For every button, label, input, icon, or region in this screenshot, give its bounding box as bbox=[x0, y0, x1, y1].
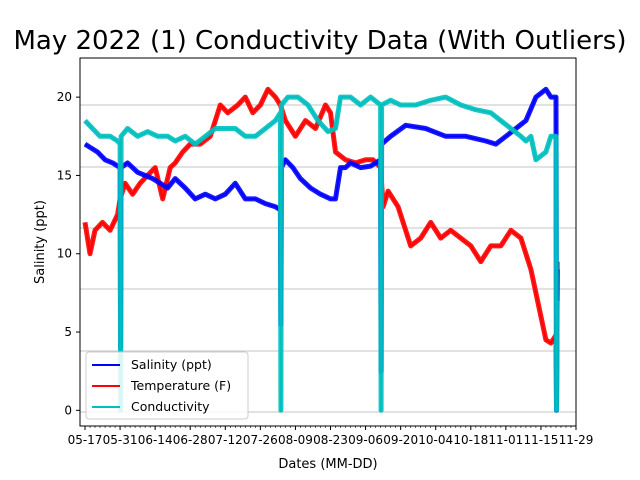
x-tick-label-3: 06-28 bbox=[173, 433, 208, 447]
legend-label-salinity: Salinity (ppt) bbox=[131, 357, 212, 372]
x-tick-label-6: 08-09 bbox=[278, 433, 313, 447]
x-tick-label-13: 11-15 bbox=[523, 433, 558, 447]
series-line-0 bbox=[84, 88, 559, 412]
x-tick-label-10: 10-04 bbox=[418, 433, 453, 447]
chart-title: May 2022 (1) Conductivity Data (With Out… bbox=[14, 26, 627, 56]
y-tick-label-0: 0 bbox=[64, 403, 72, 417]
legend-label-conductivity: Conductivity bbox=[131, 399, 210, 414]
x-tick-label-8: 09-06 bbox=[348, 433, 383, 447]
y-axis-ticks: 0 5 10 15 20 bbox=[57, 90, 80, 417]
y-tick-label-3: 15 bbox=[57, 168, 72, 182]
x-tick-label-1: 05-31 bbox=[103, 433, 138, 447]
x-tick-label-12: 11-01 bbox=[488, 433, 523, 447]
series-line-1 bbox=[84, 88, 559, 412]
x-tick-label-9: 09-20 bbox=[383, 433, 418, 447]
legend-label-temperature: Temperature (F) bbox=[130, 378, 231, 393]
series-line-2 bbox=[84, 96, 558, 412]
x-tick-label-7: 08-23 bbox=[313, 433, 348, 447]
y-tick-label-2: 10 bbox=[57, 247, 72, 261]
y-tick-label-1: 5 bbox=[64, 325, 72, 339]
x-tick-label-11: 10-18 bbox=[453, 433, 488, 447]
y-tick-label-4: 20 bbox=[57, 90, 72, 104]
x-tick-label-0: 05-17 bbox=[68, 433, 103, 447]
x-axis-ticks: 05-17 05-31 06-14 06-28 07-12 07-26 08-09 08-23… bbox=[68, 426, 594, 447]
x-tick-label-5: 07-26 bbox=[243, 433, 278, 447]
x-tick-label-14: 11-29 bbox=[559, 433, 594, 447]
x-tick-label-2: 06-14 bbox=[138, 433, 173, 447]
plot-series bbox=[82, 86, 560, 413]
legend-box bbox=[85, 351, 249, 420]
x-tick-label-4: 07-12 bbox=[208, 433, 243, 447]
legend: Salinity (ppt) Temperature (F) Conductiv… bbox=[85, 351, 249, 420]
x-axis-label: Dates (MM-DD) bbox=[278, 457, 377, 472]
y-axis-label: Salinity (ppt) bbox=[33, 200, 48, 284]
plot-area-frame bbox=[79, 57, 577, 427]
